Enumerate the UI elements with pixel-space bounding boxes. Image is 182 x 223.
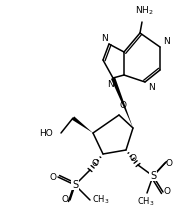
- Text: CH$_3$: CH$_3$: [137, 195, 155, 207]
- Text: S: S: [72, 180, 78, 190]
- Text: O: O: [120, 101, 127, 110]
- Text: NH$_2$: NH$_2$: [135, 4, 153, 17]
- Polygon shape: [72, 116, 93, 133]
- Text: N: N: [107, 80, 114, 89]
- Text: N: N: [163, 37, 170, 46]
- Text: N: N: [148, 83, 155, 92]
- Text: O: O: [62, 196, 69, 204]
- Text: HO: HO: [39, 128, 53, 138]
- Text: O: O: [166, 159, 173, 167]
- Text: O: O: [130, 154, 137, 163]
- Text: N: N: [101, 34, 108, 43]
- Text: O: O: [164, 188, 171, 196]
- Text: O: O: [92, 159, 99, 168]
- Polygon shape: [111, 77, 133, 128]
- Text: O: O: [50, 173, 57, 182]
- Text: S: S: [150, 171, 156, 181]
- Text: CH$_3$: CH$_3$: [92, 194, 110, 206]
